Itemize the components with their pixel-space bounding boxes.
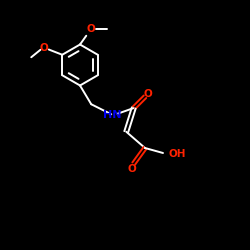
- Text: O: O: [128, 164, 136, 173]
- Text: O: O: [143, 89, 152, 99]
- Text: O: O: [40, 43, 48, 53]
- Text: HN: HN: [103, 110, 122, 120]
- Text: O: O: [87, 24, 96, 34]
- Text: OH: OH: [169, 148, 186, 158]
